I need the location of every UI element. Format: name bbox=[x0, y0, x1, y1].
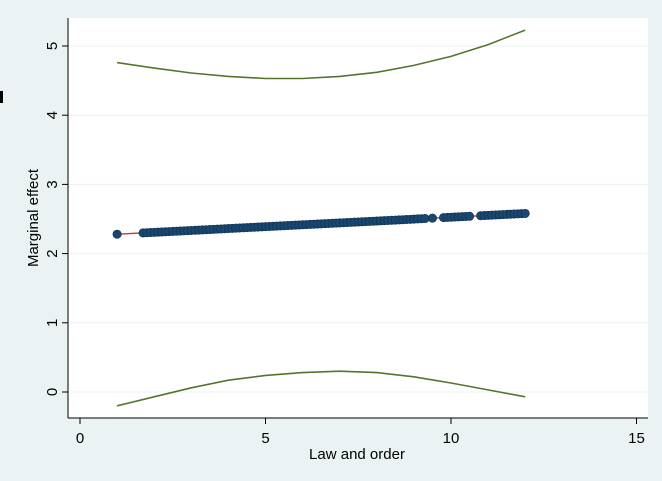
marker-78 bbox=[427, 213, 437, 223]
marker-0 bbox=[112, 229, 122, 239]
tick-labels: 0 1 2 3 4 5 0 5 10 15 bbox=[44, 42, 645, 447]
edge-mark bbox=[0, 91, 3, 103]
x-tick-label-15: 15 bbox=[628, 430, 645, 447]
y-tick-label-1: 1 bbox=[44, 319, 61, 327]
y-tick-label-3: 3 bbox=[44, 180, 61, 188]
x-tick-label-10: 10 bbox=[443, 430, 460, 447]
confidence-interval-lines bbox=[116, 29, 526, 407]
marker-99 bbox=[520, 208, 530, 218]
y-tick-label-0: 0 bbox=[44, 388, 61, 396]
x-axis-title: Law and order bbox=[309, 446, 405, 463]
x-tick-label-5: 5 bbox=[261, 430, 269, 447]
y-tick-label-2: 2 bbox=[44, 249, 61, 257]
x-tick-label-0: 0 bbox=[76, 430, 84, 447]
marker-86 bbox=[465, 211, 475, 221]
lower-ci-line bbox=[116, 370, 526, 407]
y-axis-title: Marginal effect bbox=[25, 168, 42, 267]
y-tick-label-4: 4 bbox=[44, 111, 61, 119]
y-tick-label-5: 5 bbox=[44, 42, 61, 50]
gridlines bbox=[68, 45, 648, 393]
tick-marks bbox=[62, 45, 637, 424]
axes bbox=[67, 18, 648, 419]
upper-ci-line bbox=[116, 29, 526, 80]
observation-markers bbox=[112, 208, 530, 239]
